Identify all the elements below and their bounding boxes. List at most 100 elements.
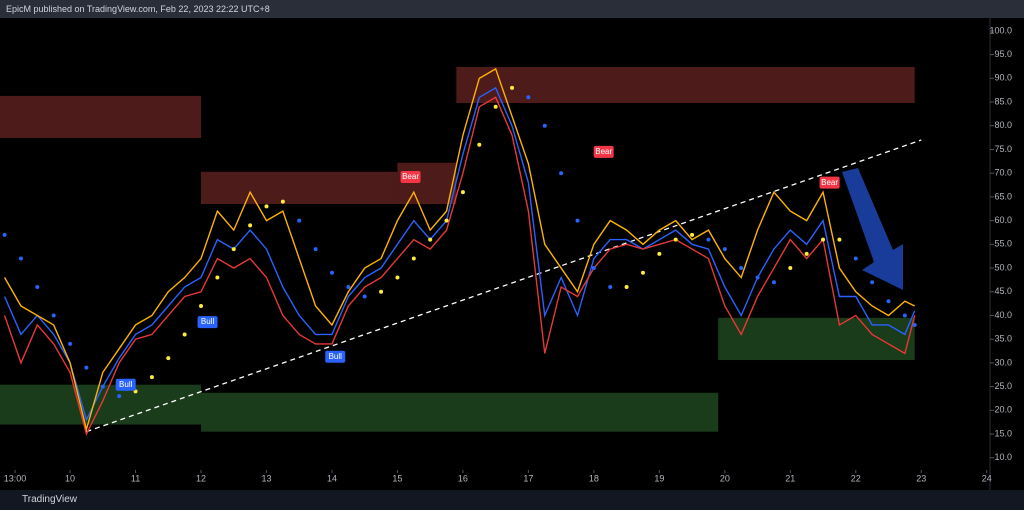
x-tick-label: 23 [916, 473, 926, 483]
chart: 10.0 15.0 20.0 25.0 30.0 35.0 40.0 45.0 50.0 55.0… [0, 18, 1012, 490]
y-tick-label: 50.0 [994, 262, 1012, 272]
signal-dot [902, 313, 907, 318]
y-tick-label: 20.0 [994, 405, 1012, 415]
y-tick-label: 75.0 [994, 144, 1012, 154]
x-tick-label: 15 [392, 473, 402, 483]
signal-dot [346, 285, 351, 290]
series-line [3, 86, 916, 422]
x-tick-label: 14 [327, 473, 337, 483]
x-tick-label: 19 [654, 473, 664, 483]
signal-dot [2, 232, 7, 237]
signal-dot [100, 384, 105, 389]
signal-dot [297, 218, 302, 223]
y-tick-label: 25.0 [994, 381, 1012, 391]
signal-dot [182, 332, 187, 337]
y-tick-label: 100.0 [989, 25, 1012, 35]
y-tick-label: 10.0 [994, 452, 1012, 462]
signal-label: Bear [402, 172, 419, 181]
signal-label: Bear [821, 178, 838, 187]
signal-label-box [197, 316, 218, 329]
signal-label-box [325, 350, 346, 363]
y-tick-label: 35.0 [994, 334, 1012, 344]
signal-dot [362, 294, 367, 299]
footer: TradingView [0, 490, 1024, 510]
signal-dot [68, 341, 73, 346]
signal-dot [477, 142, 482, 147]
signal-dot [379, 289, 384, 294]
signal-dot [755, 275, 760, 280]
signal-label: Bull [329, 352, 343, 361]
series-line [3, 67, 916, 433]
y-tick-label: 55.0 [994, 239, 1012, 249]
signal-dot [771, 280, 776, 285]
signal-dot [411, 256, 416, 261]
signal-label: Bull [119, 380, 133, 389]
y-tick-label: 30.0 [994, 357, 1012, 367]
header: EpicM published on TradingView.com, Feb … [0, 0, 1024, 18]
signal-dot [912, 322, 917, 327]
y-tick-label: 15.0 [994, 428, 1012, 438]
x-tick-label: 24 [982, 473, 992, 483]
signal-dot [624, 285, 629, 290]
zone [456, 66, 915, 103]
signal-dot [673, 237, 678, 242]
signal-dot [264, 204, 269, 209]
signal-dot [329, 270, 334, 275]
signal-dot [657, 251, 662, 256]
signal-dot [18, 256, 23, 261]
signal-label-box [400, 170, 421, 183]
x-tick-label: 22 [851, 473, 861, 483]
signal-dot [886, 299, 891, 304]
signal-label-box [115, 378, 136, 391]
footer-text: TradingView [22, 494, 78, 505]
signal-dot [788, 266, 793, 271]
x-tick-label: 11 [131, 473, 140, 483]
x-tick-label: 21 [785, 473, 795, 483]
signal-dot [690, 232, 695, 237]
y-tick-label: 85.0 [994, 96, 1012, 106]
signal-dot [510, 85, 515, 90]
y-tick-label: 70.0 [994, 168, 1012, 178]
signal-dot [706, 237, 711, 242]
x-tick-label: 20 [720, 473, 730, 483]
signal-dot [35, 285, 40, 290]
y-tick-label: 80.0 [994, 120, 1012, 130]
signal-dot [575, 218, 580, 223]
y-tick-label: 45.0 [994, 286, 1012, 296]
signal-dot [117, 394, 122, 399]
zone [0, 95, 202, 139]
signal-dot [559, 171, 564, 176]
signal-dot [149, 375, 154, 380]
signal-dot [231, 247, 236, 252]
signal-dot [313, 247, 318, 252]
signal-dot [395, 275, 400, 280]
signal-dot [199, 303, 204, 308]
y-tick-label: 60.0 [994, 215, 1012, 225]
y-tick-label: 95.0 [994, 49, 1012, 59]
signal-label: Bull [201, 317, 215, 326]
signal-dot [444, 218, 449, 223]
signal-dot [591, 266, 596, 271]
signal-dot [460, 190, 465, 195]
signal-dot [870, 280, 875, 285]
signal-dot [542, 123, 547, 128]
arrow [842, 168, 903, 290]
signal-dot [84, 365, 89, 370]
zone [201, 392, 719, 432]
signal-label-box [819, 176, 840, 189]
signal-dot [215, 275, 220, 280]
signal-label: Bear [595, 147, 612, 156]
x-tick-label: 12 [196, 473, 206, 483]
x-tick-label: 13:00 [4, 473, 27, 483]
signal-dot [166, 356, 171, 361]
signal-dot [821, 237, 826, 242]
y-tick-label: 65.0 [994, 191, 1012, 201]
zone [718, 317, 915, 361]
signal-dot [608, 285, 613, 290]
signal-dot [493, 104, 498, 109]
y-tick-label: 40.0 [994, 310, 1012, 320]
signal-dot [51, 313, 56, 318]
signal-dot [280, 199, 285, 204]
x-tick-label: 10 [65, 473, 75, 483]
